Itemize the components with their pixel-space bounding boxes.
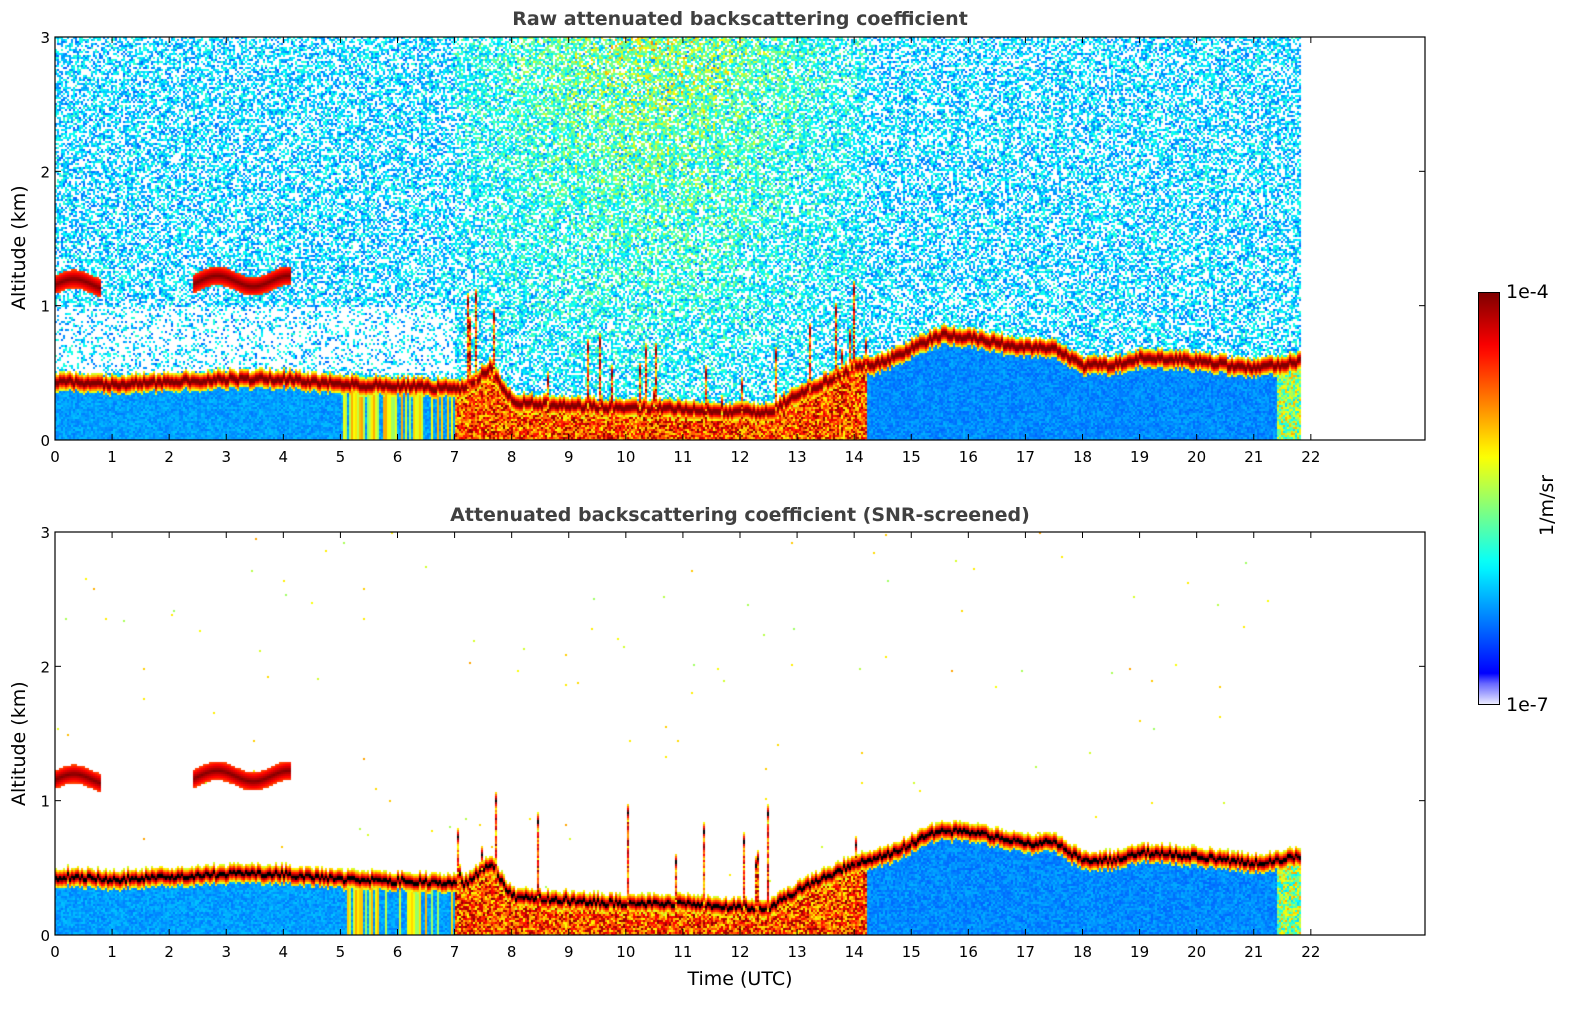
raw-y-axis-label: Altitude (km) xyxy=(8,185,30,310)
colorbar xyxy=(1478,292,1500,705)
x-tick-label: 18 xyxy=(1073,943,1092,961)
plot-frame xyxy=(54,531,1426,936)
x-tick-label: 3 xyxy=(221,448,231,466)
x-tick-label: 1 xyxy=(107,448,117,466)
x-tick-label: 10 xyxy=(616,448,635,466)
x-tick-label: 13 xyxy=(788,448,807,466)
x-tick-label: 12 xyxy=(730,448,749,466)
x-tick-label: 22 xyxy=(1301,943,1320,961)
x-tick-label: 10 xyxy=(616,943,635,961)
plot-frame xyxy=(54,36,1426,441)
x-tick-label: 11 xyxy=(673,448,692,466)
x-tick-label: 15 xyxy=(902,448,921,466)
y-tick-label: 2 xyxy=(40,658,50,676)
x-tick-label: 2 xyxy=(164,943,174,961)
x-tick-label: 6 xyxy=(393,448,403,466)
raw-backscatter-heatmap xyxy=(55,37,1425,440)
x-tick-label: 16 xyxy=(959,943,978,961)
x-tick-label: 5 xyxy=(336,943,346,961)
x-tick-label: 17 xyxy=(1016,448,1035,466)
x-tick-label: 20 xyxy=(1187,943,1206,961)
x-tick-label: 21 xyxy=(1244,943,1263,961)
y-tick-label: 3 xyxy=(40,29,50,47)
x-tick-label: 19 xyxy=(1130,448,1149,466)
x-tick-label: 4 xyxy=(279,448,289,466)
colorbar-unit-label: 1/m/sr xyxy=(1536,474,1558,536)
y-tick-label: 2 xyxy=(40,163,50,181)
x-tick-label: 22 xyxy=(1301,448,1320,466)
x-tick-label: 6 xyxy=(393,943,403,961)
x-tick-label: 18 xyxy=(1073,448,1092,466)
x-tick-label: 14 xyxy=(845,448,864,466)
x-tick-label: 13 xyxy=(788,943,807,961)
x-tick-label: 20 xyxy=(1187,448,1206,466)
x-tick-label: 0 xyxy=(50,943,60,961)
x-tick-label: 12 xyxy=(730,943,749,961)
x-tick-label: 11 xyxy=(673,943,692,961)
x-axis-label: Time (UTC) xyxy=(687,968,793,990)
x-tick-label: 2 xyxy=(164,448,174,466)
colorbar-max-label: 1e-4 xyxy=(1506,281,1549,303)
y-tick-label: 0 xyxy=(40,432,50,450)
x-tick-label: 16 xyxy=(959,448,978,466)
x-tick-label: 0 xyxy=(50,448,60,466)
snr-chart-title: Attenuated backscattering coefficient (S… xyxy=(450,504,1030,526)
snr-backscatter-plot: 0 1 2 3 4 5 6 7 8 9 10 11 12 13 14 15 16 17 18 19 20 21 22 0 1 2 3 xyxy=(40,524,1426,961)
x-tick-label: 8 xyxy=(507,943,517,961)
x-tick-label: 7 xyxy=(450,943,460,961)
x-tick-label: 9 xyxy=(564,943,574,961)
y-tick-label: 0 xyxy=(40,927,50,945)
raw-chart-title: Raw attenuated backscattering coefficien… xyxy=(512,8,968,30)
y-tick-label: 3 xyxy=(40,524,50,542)
y-tick-label: 1 xyxy=(40,793,50,811)
y-tick-label: 1 xyxy=(40,298,50,316)
snr-y-axis-label: Altitude (km) xyxy=(8,681,30,806)
x-tick-label: 8 xyxy=(507,448,517,466)
raw-backscatter-plot: 0 1 2 3 4 5 6 7 8 9 10 11 12 13 14 15 16 17 18 19 20 21 22 0 1 2 3 xyxy=(40,29,1426,466)
x-tick-label: 19 xyxy=(1130,943,1149,961)
x-tick-label: 3 xyxy=(221,943,231,961)
x-tick-label: 9 xyxy=(564,448,574,466)
x-tick-label: 7 xyxy=(450,448,460,466)
x-tick-label: 4 xyxy=(279,943,289,961)
x-tick-label: 14 xyxy=(845,943,864,961)
x-tick-label: 15 xyxy=(902,943,921,961)
colorbar-min-label: 1e-7 xyxy=(1506,694,1549,716)
x-tick-label: 21 xyxy=(1244,448,1263,466)
x-tick-label: 17 xyxy=(1016,943,1035,961)
snr-backscatter-heatmap xyxy=(55,532,1425,935)
x-tick-label: 5 xyxy=(336,448,346,466)
x-tick-label: 1 xyxy=(107,943,117,961)
